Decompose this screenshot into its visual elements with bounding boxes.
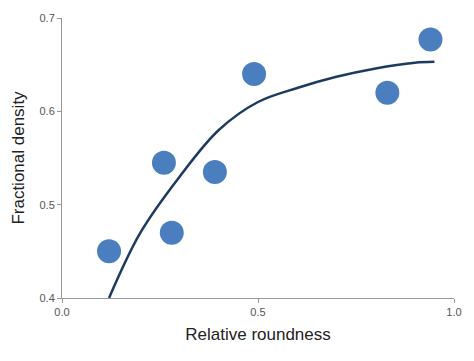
svg-text:0.0: 0.0 — [54, 306, 69, 318]
svg-text:0.7: 0.7 — [40, 12, 55, 24]
svg-text:0.4: 0.4 — [40, 292, 55, 304]
svg-text:Fractional density: Fractional density — [9, 91, 28, 225]
svg-text:0.6: 0.6 — [40, 105, 55, 117]
svg-text:1.0: 1.0 — [446, 306, 461, 318]
svg-text:0.5: 0.5 — [40, 199, 55, 211]
svg-text:Relative roundness: Relative roundness — [185, 325, 331, 344]
svg-text:0.5: 0.5 — [250, 306, 265, 318]
